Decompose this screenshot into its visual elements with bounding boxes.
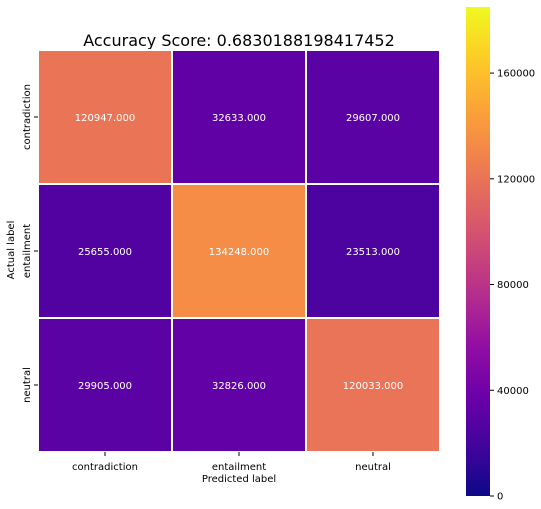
y-axis-label: Actual label	[6, 221, 17, 280]
colorbar-tick-label: 0	[497, 492, 503, 503]
heatmap-cell-2-1	[171, 317, 307, 453]
x-axis-label: Predicted label	[202, 474, 276, 485]
chart-title: Accuracy Score: 0.6830188198417452	[83, 31, 395, 50]
colorbar-gradient	[466, 7, 490, 496]
y-tick-label-contradiction: contradiction	[22, 84, 33, 150]
x-tick-label-neutral: neutral	[355, 462, 391, 473]
heatmap-cell-1-2	[305, 183, 441, 319]
colorbar: 0 40000 80000 120000 160000	[466, 7, 535, 503]
y-tick-label-entailment: entailment	[22, 224, 33, 278]
y-axis-ticks: contradiction entailment neutral	[22, 84, 38, 403]
cell-value-label-0-1: 32633.000	[212, 113, 266, 124]
cell-value-label-0-2: 29607.000	[346, 113, 400, 124]
cell-value-label-0-0: 120947.000	[75, 113, 135, 124]
y-tick-label-neutral: neutral	[22, 367, 33, 403]
heatmap-cell-0-0	[37, 49, 173, 185]
colorbar-ticks: 0 40000 80000 120000 160000	[490, 69, 535, 503]
heatmap-cell-0-2	[305, 49, 441, 185]
heatmap-cell-labels: 120947.000 32633.000 29607.000 25655.000 134…	[75, 113, 403, 392]
cell-value-label-2-2: 120033.000	[343, 381, 403, 392]
cell-value-label-2-1: 32826.000	[212, 381, 266, 392]
heatmap-cell-1-0	[37, 183, 173, 319]
x-tick-label-contradiction: contradiction	[72, 462, 138, 473]
cell-value-label-1-1: 134248.000	[209, 247, 269, 258]
heatmap-cell-0-1	[171, 49, 307, 185]
colorbar-tick-label: 160000	[497, 69, 535, 80]
heatmap-cells	[37, 49, 441, 453]
colorbar-tick-label: 40000	[497, 386, 529, 397]
cell-value-label-1-0: 25655.000	[78, 247, 132, 258]
cell-value-label-2-0: 29905.000	[78, 381, 132, 392]
x-axis-ticks: contradiction entailment neutral	[72, 452, 391, 473]
colorbar-tick-label: 80000	[497, 280, 529, 291]
x-tick-label-entailment: entailment	[212, 462, 266, 473]
cell-value-label-1-2: 23513.000	[346, 247, 400, 258]
colorbar-tick-label: 120000	[497, 174, 535, 185]
